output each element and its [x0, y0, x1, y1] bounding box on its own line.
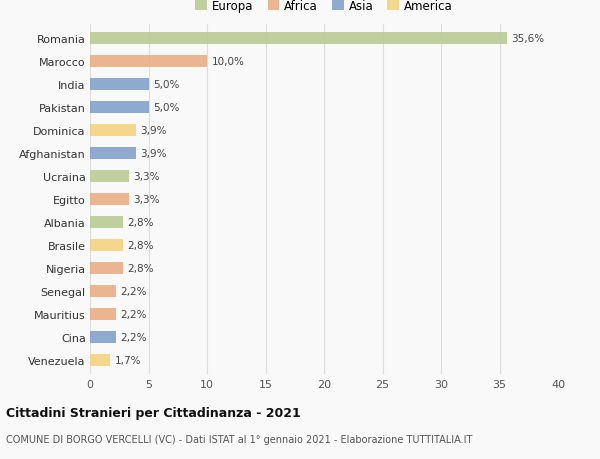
Text: 2,8%: 2,8% — [127, 263, 154, 274]
Text: 3,3%: 3,3% — [133, 172, 160, 182]
Text: Cittadini Stranieri per Cittadinanza - 2021: Cittadini Stranieri per Cittadinanza - 2… — [6, 406, 301, 419]
Bar — [90, 78, 149, 91]
Bar — [90, 285, 116, 298]
Bar — [90, 331, 116, 344]
Text: 2,2%: 2,2% — [121, 309, 147, 319]
Text: 5,0%: 5,0% — [153, 80, 179, 90]
Bar — [90, 147, 136, 160]
Bar — [90, 101, 149, 114]
Text: 3,9%: 3,9% — [140, 149, 167, 159]
Text: 2,8%: 2,8% — [127, 218, 154, 228]
Bar — [90, 308, 116, 321]
Bar — [90, 239, 123, 252]
Text: 3,3%: 3,3% — [133, 195, 160, 205]
Text: 10,0%: 10,0% — [212, 57, 245, 67]
Bar — [90, 124, 136, 137]
Bar — [90, 262, 123, 275]
Text: 2,2%: 2,2% — [121, 332, 147, 342]
Text: 2,2%: 2,2% — [121, 286, 147, 297]
Bar — [90, 170, 128, 183]
Bar — [90, 354, 110, 367]
Bar — [90, 33, 506, 45]
Text: 2,8%: 2,8% — [127, 241, 154, 251]
Text: 3,9%: 3,9% — [140, 126, 167, 136]
Text: 5,0%: 5,0% — [153, 103, 179, 113]
Text: COMUNE DI BORGO VERCELLI (VC) - Dati ISTAT al 1° gennaio 2021 - Elaborazione TUT: COMUNE DI BORGO VERCELLI (VC) - Dati IST… — [6, 434, 472, 444]
Bar — [90, 193, 128, 206]
Text: 35,6%: 35,6% — [511, 34, 544, 44]
Text: 1,7%: 1,7% — [115, 355, 141, 365]
Bar — [90, 56, 207, 68]
Legend: Europa, Africa, Asia, America: Europa, Africa, Asia, America — [196, 0, 452, 13]
Bar — [90, 216, 123, 229]
